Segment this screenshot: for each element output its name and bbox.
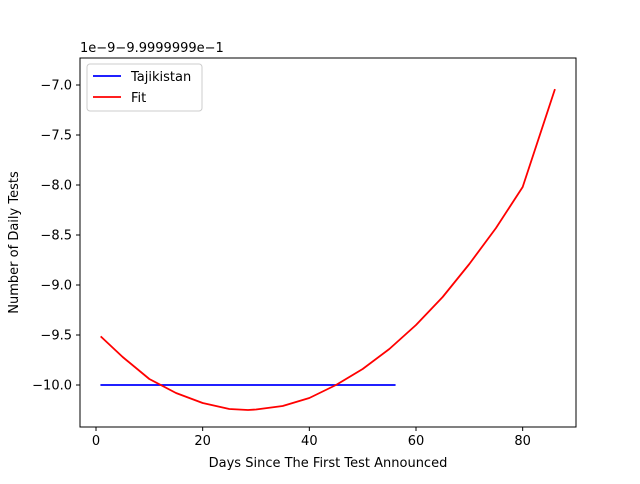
plot-area — [100, 88, 556, 411]
y-tick-label: −8.0 — [40, 179, 72, 194]
legend: Tajikistan Fit — [86, 63, 203, 112]
y-tick-label: −9.5 — [40, 329, 72, 344]
y-tick-label: −7.5 — [40, 129, 72, 144]
x-tick-label: 80 — [514, 434, 531, 449]
x-tick-label: 0 — [92, 434, 100, 449]
x-tick-label: 20 — [194, 434, 211, 449]
x-tick-label: 60 — [408, 434, 425, 449]
y-tick-label: −10.0 — [32, 379, 72, 394]
y-tick-label: −8.5 — [40, 229, 72, 244]
y-tick-label: −7.0 — [40, 79, 72, 94]
legend-label-tajikistan: Tajikistan — [130, 70, 191, 85]
axes-frame — [79, 57, 577, 428]
axis-ticks: 0 20 40 60 80 −10.0 −9.5 −9.0 −8.5 −8.0 −7.5 −7.0 — [32, 79, 531, 450]
legend-label-fit: Fit — [131, 91, 146, 106]
y-axis-label: Number of Daily Tests — [7, 171, 22, 314]
x-tick-label: 40 — [301, 434, 318, 449]
y-tick-label: −9.0 — [40, 279, 72, 294]
x-axis-label: Days Since The First Test Announced — [209, 456, 448, 471]
series-line-fit — [100, 88, 556, 411]
y-offset-text: 1e−9−9.9999999e−1 — [80, 41, 224, 56]
